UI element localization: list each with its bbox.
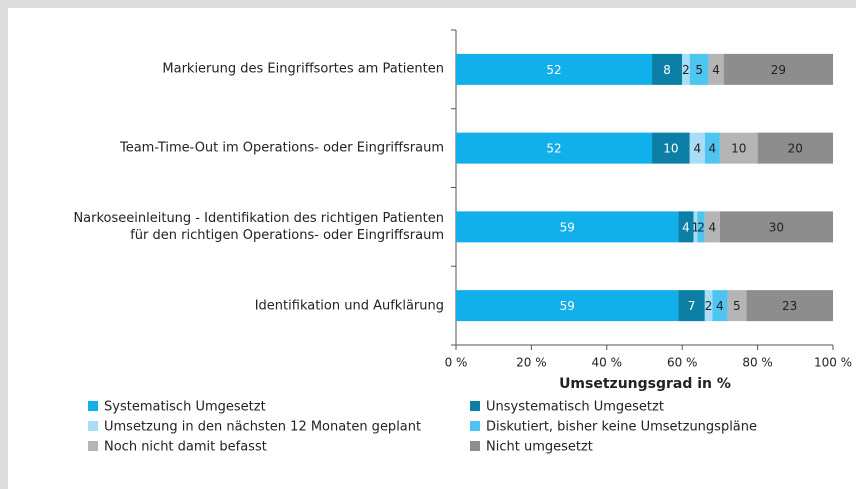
x-tick-label: 80 % — [742, 356, 773, 370]
x-tick-label: 40 % — [592, 356, 623, 370]
data-label: 30 — [769, 220, 784, 234]
legend-swatch — [88, 401, 98, 411]
bar-segment — [746, 290, 833, 322]
legend-label: Noch nicht damit befasst — [104, 440, 267, 455]
legend-swatch — [88, 421, 98, 431]
bar-segment — [682, 53, 690, 85]
bar-segment — [456, 290, 679, 322]
data-label: 52 — [546, 63, 561, 77]
category-label: Markierung des Eingriffsortes am Patient… — [162, 61, 444, 77]
data-label: 5 — [733, 299, 741, 313]
bar-segment — [678, 290, 705, 322]
data-label: 7 — [688, 299, 696, 313]
x-axis-label: Umsetzungsgrad in % — [559, 376, 731, 392]
bar-segment — [704, 211, 720, 243]
bar-segment — [723, 53, 833, 85]
data-label: 4 — [709, 220, 717, 234]
data-label: 23 — [782, 299, 797, 313]
bar-segment — [712, 290, 728, 322]
panel — [8, 8, 856, 489]
category-label: Identifikation und Aufklärung — [254, 298, 444, 314]
data-label: 1 — [692, 220, 700, 234]
legend-label: Umsetzung in den nächsten 12 Monaten gep… — [104, 420, 421, 435]
data-label: 59 — [560, 220, 575, 234]
data-label: 2 — [705, 299, 713, 313]
bar-segment — [689, 132, 705, 164]
x-tick-label: 60 % — [667, 356, 698, 370]
data-label: 29 — [771, 63, 786, 77]
legend-swatch — [470, 421, 480, 431]
bar-segment — [719, 211, 833, 243]
legend-swatch — [470, 401, 480, 411]
bar-segment — [727, 290, 747, 322]
legend-label: Systematisch Umgesetzt — [104, 400, 266, 415]
legend-label: Diskutiert, bisher keine Umsetzungspläne — [486, 420, 757, 435]
category-label: Narkoseeinleitung - Identifikation des r… — [73, 210, 444, 243]
data-label: 2 — [682, 63, 690, 77]
data-label: 10 — [731, 142, 746, 156]
legend-swatch — [88, 441, 98, 451]
bar-segment — [652, 132, 690, 164]
data-label: 59 — [560, 299, 575, 313]
data-label: 52 — [546, 142, 561, 156]
bar-segment — [456, 53, 653, 85]
bar-segment — [704, 290, 713, 322]
data-label: 4 — [712, 63, 720, 77]
data-label: 4 — [693, 142, 701, 156]
bar-segment — [456, 211, 679, 243]
legend-swatch — [470, 441, 480, 451]
data-label: 20 — [788, 142, 803, 156]
bar-segment — [697, 211, 705, 243]
x-tick-label: 20 % — [516, 356, 547, 370]
legend-label: Nicht umgesetzt — [486, 440, 593, 455]
bar-segment — [689, 53, 709, 85]
bar-segment — [719, 132, 758, 164]
data-label: 4 — [682, 220, 690, 234]
bar-segment — [678, 211, 694, 243]
bar-segment — [757, 132, 833, 164]
category-label: Team-Time-Out im Operations- oder Eingri… — [119, 140, 444, 156]
data-label: 4 — [709, 142, 717, 156]
legend-label: Unsystematisch Umgesetzt — [486, 400, 664, 415]
data-label: 2 — [697, 220, 705, 234]
x-tick-label: 0 % — [445, 356, 468, 370]
data-label: 10 — [663, 142, 678, 156]
bar-segment — [652, 53, 683, 85]
data-label: 4 — [716, 299, 724, 313]
data-label: 5 — [695, 63, 703, 77]
data-label: 8 — [663, 63, 671, 77]
bar-segment — [704, 132, 720, 164]
x-tick-label: 100 % — [814, 356, 852, 370]
bar-segment — [693, 211, 698, 243]
bar-segment — [708, 53, 724, 85]
bar-segment — [456, 132, 653, 164]
